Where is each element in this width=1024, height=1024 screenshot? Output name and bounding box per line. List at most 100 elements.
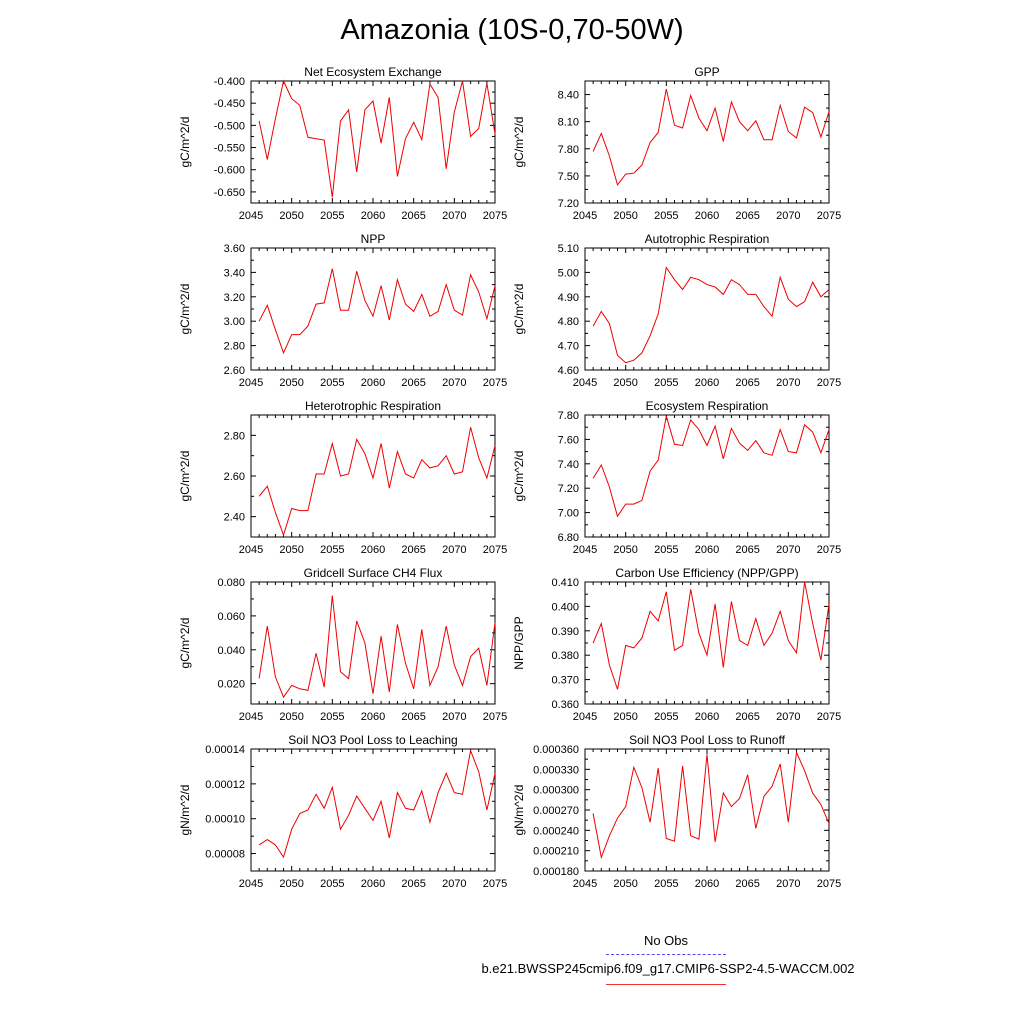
chart-8-ytick-label: 0.00012 bbox=[205, 779, 245, 791]
chart-5-xtick-label: 2060 bbox=[695, 544, 719, 556]
chart-3-xtick-label: 2050 bbox=[613, 377, 637, 389]
chart-7-title: Carbon Use Efficiency (NPP/GPP) bbox=[615, 566, 798, 580]
chart-4-xtick-label: 2045 bbox=[239, 544, 263, 556]
chart-7-ytick-label: 0.390 bbox=[551, 626, 579, 638]
chart-0-title: Net Ecosystem Exchange bbox=[304, 65, 442, 79]
chart-6-xtick-label: 2060 bbox=[361, 711, 385, 723]
chart-9-xtick-label: 2060 bbox=[695, 878, 719, 890]
chart-5-series-model bbox=[592, 416, 830, 518]
chart-3-ytick-label: 5.10 bbox=[558, 243, 579, 255]
chart-7-ytick-label: 0.380 bbox=[551, 650, 579, 662]
chart-3-xtick-label: 2060 bbox=[695, 377, 719, 389]
chart-0-ylabel: gC/m^2/d bbox=[178, 117, 192, 168]
chart-6-xtick-label: 2045 bbox=[239, 711, 263, 723]
chart-3-ytick-label: 5.00 bbox=[558, 267, 579, 279]
chart-0-xtick-label: 2060 bbox=[361, 210, 385, 222]
chart-3-title: Autotrophic Respiration bbox=[645, 232, 770, 246]
chart-6-xtick-label: 2055 bbox=[320, 711, 344, 723]
chart-4-xtick-label: 2070 bbox=[442, 544, 466, 556]
chart-6-ytick-label: 0.020 bbox=[217, 679, 245, 691]
legend-obs-label: No Obs bbox=[643, 933, 689, 948]
chart-1-ytick-label: 7.80 bbox=[558, 144, 579, 156]
chart-9-title: Soil NO3 Pool Loss to Runoff bbox=[629, 733, 786, 747]
chart-2-title: NPP bbox=[361, 232, 386, 246]
chart-1-xtick-label: 2055 bbox=[654, 210, 678, 222]
chart-9-ytick-label: 0.000270 bbox=[533, 805, 579, 817]
chart-8-ytick-label: 0.00008 bbox=[205, 849, 245, 861]
chart-3-ytick-label: 4.60 bbox=[558, 365, 579, 377]
chart-6-xtick-label: 2050 bbox=[279, 711, 303, 723]
chart-8-frame bbox=[250, 748, 496, 872]
chart-0-ytick-label: -0.650 bbox=[214, 187, 245, 199]
chart-7-xtick-label: 2055 bbox=[654, 711, 678, 723]
chart-8-series-model bbox=[258, 748, 496, 859]
chart-9-ytick-label: 0.000180 bbox=[533, 866, 579, 878]
chart-0-ytick-label: -0.600 bbox=[214, 165, 245, 177]
chart-4-ylabel: gC/m^2/d bbox=[178, 451, 192, 502]
chart-1-xtick-label: 2045 bbox=[573, 210, 597, 222]
chart-1-xtick-label: 2070 bbox=[776, 210, 800, 222]
chart-1-xtick-label: 2075 bbox=[817, 210, 841, 222]
chart-8-title: Soil NO3 Pool Loss to Leaching bbox=[288, 733, 457, 747]
chart-2-ytick-label: 2.80 bbox=[224, 341, 245, 353]
chart-6-frame bbox=[250, 581, 496, 705]
chart-7-ytick-label: 0.410 bbox=[551, 577, 579, 589]
chart-4-xtick-label: 2055 bbox=[320, 544, 344, 556]
chart-8-xtick-label: 2045 bbox=[239, 878, 263, 890]
chart-5-ytick-label: 7.80 bbox=[558, 410, 579, 422]
chart-9-xtick-label: 2050 bbox=[613, 878, 637, 890]
chart-8-xtick-label: 2065 bbox=[401, 878, 425, 890]
chart-9-ytick-label: 0.000330 bbox=[533, 764, 579, 776]
chart-5-xtick-label: 2070 bbox=[776, 544, 800, 556]
chart-5-xtick-label: 2075 bbox=[817, 544, 841, 556]
chart-3-ytick-label: 4.80 bbox=[558, 316, 579, 328]
chart-7-xtick-label: 2070 bbox=[776, 711, 800, 723]
chart-4-ytick-label: 2.40 bbox=[224, 512, 245, 524]
chart-6-title: Gridcell Surface CH4 Flux bbox=[304, 566, 443, 580]
chart-5-ytick-label: 7.40 bbox=[558, 459, 579, 471]
chart-7-xtick-label: 2065 bbox=[735, 711, 759, 723]
chart-7-ylabel: NPP/GPP bbox=[512, 616, 526, 669]
chart-1-ytick-label: 7.20 bbox=[558, 198, 579, 210]
chart-8-ylabel: gN/m^2/d bbox=[178, 785, 192, 836]
chart-3-xtick-label: 2065 bbox=[735, 377, 759, 389]
chart-9-frame bbox=[584, 748, 830, 872]
chart-9-ytick-label: 0.000300 bbox=[533, 785, 579, 797]
chart-3-series-model bbox=[592, 266, 830, 364]
chart-5-ytick-label: 6.80 bbox=[558, 532, 579, 544]
chart-2-ytick-label: 3.20 bbox=[224, 292, 245, 304]
chart-7-ytick-label: 0.370 bbox=[551, 675, 579, 687]
chart-8-ytick-label: 0.00010 bbox=[205, 814, 245, 826]
chart-0-ytick-label: -0.400 bbox=[214, 76, 245, 88]
chart-0-xtick-label: 2070 bbox=[442, 210, 466, 222]
chart-0-series-model bbox=[258, 79, 496, 198]
chart-3-xtick-label: 2075 bbox=[817, 377, 841, 389]
chart-4-ytick-label: 2.80 bbox=[224, 430, 245, 442]
chart-4-xtick-label: 2050 bbox=[279, 544, 303, 556]
chart-1-xtick-label: 2065 bbox=[735, 210, 759, 222]
chart-8-xtick-label: 2075 bbox=[483, 878, 507, 890]
chart-3-frame bbox=[584, 247, 830, 371]
chart-6-ytick-label: 0.060 bbox=[217, 611, 245, 623]
chart-7-xtick-label: 2075 bbox=[817, 711, 841, 723]
chart-9-ytick-label: 0.000210 bbox=[533, 846, 579, 858]
chart-2-xtick-label: 2045 bbox=[239, 377, 263, 389]
chart-2-xtick-label: 2070 bbox=[442, 377, 466, 389]
chart-3-xtick-label: 2070 bbox=[776, 377, 800, 389]
chart-2-xtick-label: 2075 bbox=[483, 377, 507, 389]
chart-9-ylabel: gN/m^2/d bbox=[512, 785, 526, 836]
chart-7-ytick-label: 0.400 bbox=[551, 601, 579, 613]
chart-1-ylabel: gC/m^2/d bbox=[512, 117, 526, 168]
chart-9-ytick-label: 0.000360 bbox=[533, 744, 579, 756]
chart-0-xtick-label: 2075 bbox=[483, 210, 507, 222]
chart-6-ytick-label: 0.080 bbox=[217, 577, 245, 589]
chart-5-xtick-label: 2050 bbox=[613, 544, 637, 556]
chart-7-frame bbox=[584, 581, 830, 705]
chart-4-xtick-label: 2065 bbox=[401, 544, 425, 556]
chart-1-xtick-label: 2060 bbox=[695, 210, 719, 222]
chart-2-frame bbox=[250, 247, 496, 371]
chart-5-ytick-label: 7.60 bbox=[558, 434, 579, 446]
chart-1-xtick-label: 2050 bbox=[613, 210, 637, 222]
page-title: Amazonia (10S-0,70-50W) bbox=[340, 14, 684, 46]
chart-8-xtick-label: 2050 bbox=[279, 878, 303, 890]
